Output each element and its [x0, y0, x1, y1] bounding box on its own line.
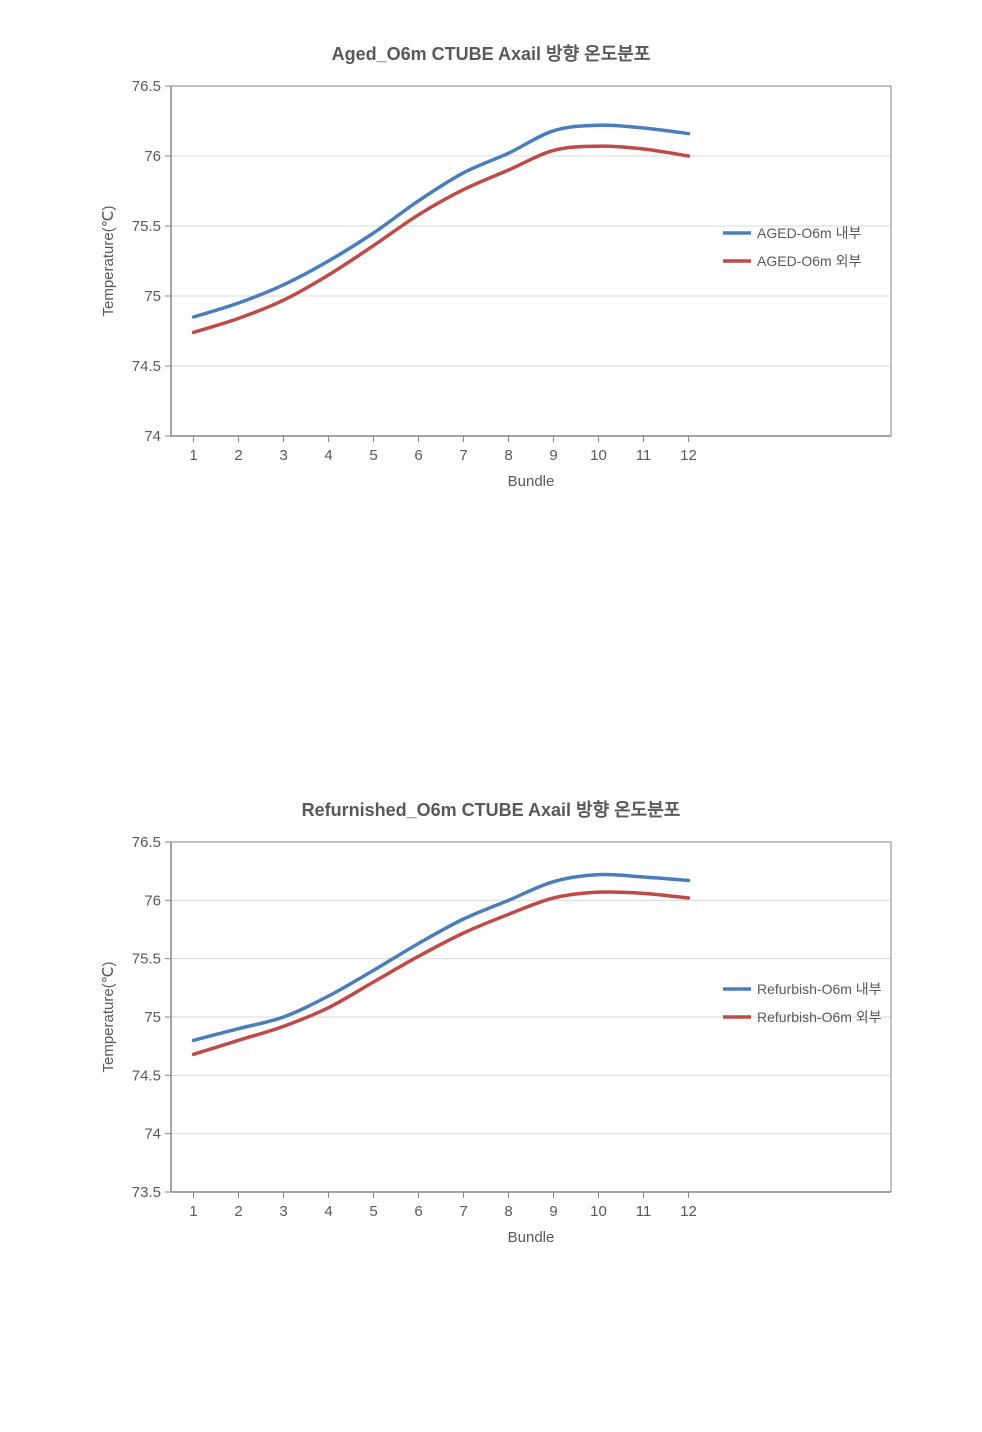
legend-1: AGED-O6m 내부 AGED-O6m 외부: [723, 225, 861, 269]
plot-area-2: 73.57474.57575.57676.5 123456789101112 T…: [100, 834, 891, 1246]
x-tick-label: 6: [414, 1203, 422, 1220]
y-tick-label: 74: [144, 428, 161, 445]
legend-label: AGED-O6m 내부: [757, 225, 861, 241]
plot-bg-1: [171, 86, 711, 436]
x-tick-label: 1: [189, 1203, 197, 1220]
x-label-2: Bundle: [508, 1229, 555, 1246]
x-tick-label: 9: [549, 447, 557, 464]
chart-svg-1: 7474.57575.57676.5 123456789101112 Tempe…: [81, 76, 901, 496]
x-tick-label: 10: [590, 447, 607, 464]
chart-refurbished: Refurnished_O6m CTUBE Axail 방향 온도분포 73.5…: [81, 796, 901, 1252]
x-tick-label: 11: [636, 447, 652, 464]
x-tick-label: 5: [369, 447, 377, 464]
legend-label: Refurbish-O6m 외부: [757, 1009, 882, 1025]
y-tick-label: 74.5: [132, 1067, 161, 1084]
x-tick-label: 4: [324, 447, 332, 464]
legend-label: Refurbish-O6m 내부: [757, 981, 882, 997]
x-tick-label: 9: [549, 1203, 557, 1220]
y-tick-label: 75.5: [132, 218, 161, 235]
y-ticks-1: 74 74.5 75 75.5 76 76.5: [132, 78, 171, 445]
chart-title-1: Aged_O6m CTUBE Axail 방향 온도분포: [81, 40, 901, 66]
y-tick-label: 76: [144, 148, 161, 165]
x-tick-label: 11: [636, 1203, 652, 1220]
y-tick-label: 76: [144, 892, 161, 909]
x-tick-label: 6: [414, 447, 422, 464]
x-label-1: Bundle: [508, 473, 555, 490]
x-tick-label: 8: [504, 1203, 512, 1220]
x-ticks-2: 123456789101112: [189, 1192, 697, 1220]
y-tick-label: 74: [144, 1126, 161, 1143]
chart-svg-2: 73.57474.57575.57676.5 123456789101112 T…: [81, 832, 901, 1252]
legend-2: Refurbish-O6m 내부 Refurbish-O6m 외부: [723, 981, 882, 1025]
chart-title-2: Refurnished_O6m CTUBE Axail 방향 온도분포: [81, 796, 901, 822]
y-tick-label: 75.5: [132, 951, 161, 968]
x-tick-label: 12: [680, 447, 697, 464]
x-tick-label: 3: [279, 447, 287, 464]
y-label-1: Temperature(℃): [100, 205, 117, 316]
x-tick-label: 8: [504, 447, 512, 464]
y-tick-label: 74.5: [132, 358, 161, 375]
y-tick-label: 76.5: [132, 834, 161, 851]
x-tick-label: 10: [590, 1203, 607, 1220]
x-ticks-1: 123456789101112: [189, 436, 697, 464]
y-tick-label: 75: [144, 1009, 161, 1026]
y-label-2: Temperature(℃): [100, 961, 117, 1072]
x-tick-label: 4: [324, 1203, 332, 1220]
x-tick-label: 5: [369, 1203, 377, 1220]
y-ticks-2: 73.5 74 74.5 75 75.5 76 76.5: [132, 834, 171, 1201]
x-tick-label: 2: [234, 447, 242, 464]
x-tick-label: 7: [459, 1203, 467, 1220]
x-tick-label: 2: [234, 1203, 242, 1220]
x-tick-label: 12: [680, 1203, 697, 1220]
x-tick-label: 3: [279, 1203, 287, 1220]
x-tick-label: 1: [189, 447, 197, 464]
plot-area-1: 7474.57575.57676.5 123456789101112 Tempe…: [100, 78, 891, 490]
y-tick-label: 76.5: [132, 78, 161, 95]
spacer: [0, 496, 982, 756]
legend-label: AGED-O6m 외부: [757, 253, 861, 269]
chart-aged: Aged_O6m CTUBE Axail 방향 온도분포 7474.57575.…: [81, 40, 901, 496]
x-tick-label: 7: [459, 447, 467, 464]
y-tick-label: 73.5: [132, 1184, 161, 1201]
y-tick-label: 75: [144, 288, 161, 305]
